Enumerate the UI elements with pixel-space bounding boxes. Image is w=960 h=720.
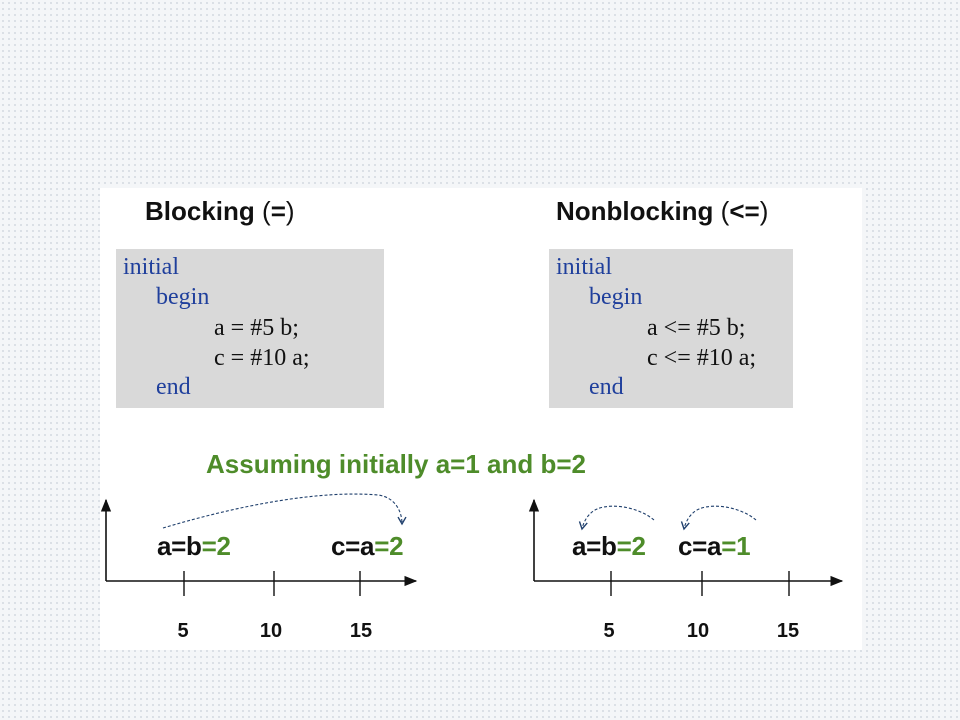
blocking-tick-label-10: 10 (259, 620, 283, 642)
nonblocking-code-block: initial begin a <= #5 b; c <= #10 a; end (549, 249, 793, 408)
nonblocking-arrow-c (680, 505, 757, 531)
nonblocking-heading: Nonblocking (<=) (556, 196, 769, 226)
nonblocking-event-a: a=b=2 (572, 531, 646, 561)
nonblocking-event-c: c=a=1 (678, 531, 751, 561)
code-statement-a: a = #5 b; (214, 315, 299, 341)
code-keyword-begin: begin (156, 284, 210, 310)
blocking-heading: Blocking (=) (145, 196, 295, 226)
code-keyword-initial: initial (556, 254, 612, 280)
code-keyword-end: end (156, 374, 191, 400)
code-statement-c: c = #10 a; (214, 345, 310, 371)
blocking-dependency-arrow (162, 493, 407, 529)
code-keyword-initial: initial (123, 254, 179, 280)
nonblocking-tick-label-5: 5 (603, 620, 615, 642)
nonblocking-tick-label-10: 10 (686, 620, 710, 642)
assumption-text: Assuming initially a=1 and b=2 (206, 449, 587, 479)
code-statement-a: a <= #5 b; (647, 315, 746, 341)
blocking-tick-label-5: 5 (177, 620, 189, 642)
blocking-event-c: c=a=2 (331, 531, 404, 561)
blocking-code-block: initial begin a = #5 b; c = #10 a; end (116, 249, 384, 408)
blocking-tick-label-15: 15 (349, 620, 373, 642)
nonblocking-tick-label-15: 15 (776, 620, 800, 642)
nonblocking-arrow-a (578, 505, 655, 531)
nonblocking-timeline (528, 498, 844, 596)
blocking-event-a: a=b=2 (157, 531, 231, 561)
code-keyword-end: end (589, 374, 624, 400)
code-keyword-begin: begin (589, 284, 643, 310)
code-statement-c: c <= #10 a; (647, 345, 757, 371)
blocking-timeline (100, 493, 418, 596)
